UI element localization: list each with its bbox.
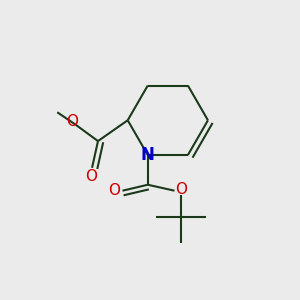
Text: O: O	[66, 114, 78, 129]
Text: N: N	[141, 146, 155, 164]
Text: O: O	[85, 169, 97, 184]
Text: O: O	[108, 183, 120, 198]
Text: O: O	[175, 182, 187, 197]
